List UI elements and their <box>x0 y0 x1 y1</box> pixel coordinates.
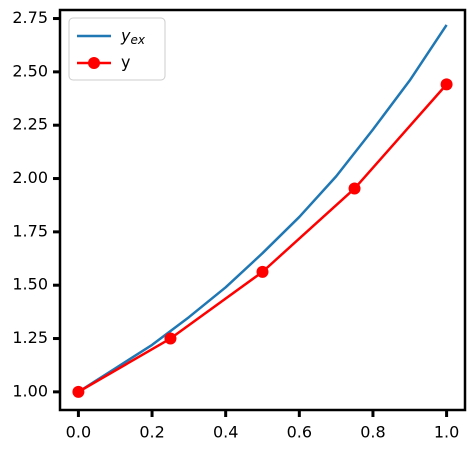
legend-label: yex <box>120 26 146 47</box>
point <box>164 332 177 345</box>
legend-box <box>68 17 166 81</box>
plot-frame <box>58 8 467 412</box>
point <box>72 385 85 398</box>
legend-label-sub: ex <box>130 33 145 47</box>
y-tick-label: 1.00 <box>12 381 48 400</box>
x-tick-label: 0.4 <box>213 423 238 442</box>
legend-label: y <box>121 53 130 72</box>
point <box>348 182 361 195</box>
x-tick-label: 0.6 <box>287 423 312 442</box>
point <box>256 265 269 278</box>
x-tick-label: 1.0 <box>434 423 459 442</box>
x-tick-label: 0.2 <box>139 423 164 442</box>
y-tick-label: 1.25 <box>12 328 48 347</box>
y-tick-label: 1.50 <box>12 275 48 294</box>
y-tick-label: 2.75 <box>12 8 48 27</box>
point <box>440 78 453 91</box>
series-line <box>77 83 448 393</box>
y-tick-label: 2.25 <box>12 115 48 134</box>
legend-marker <box>88 57 100 69</box>
x-tick-label: 0.8 <box>360 423 385 442</box>
y-tick-label: 2.00 <box>12 168 48 187</box>
x-tick-label: 0.0 <box>66 423 91 442</box>
y-tick-label: 2.50 <box>12 61 48 80</box>
legend-label-base: y <box>120 26 131 45</box>
series-line <box>77 24 448 393</box>
y-tick-label: 1.75 <box>12 221 48 240</box>
